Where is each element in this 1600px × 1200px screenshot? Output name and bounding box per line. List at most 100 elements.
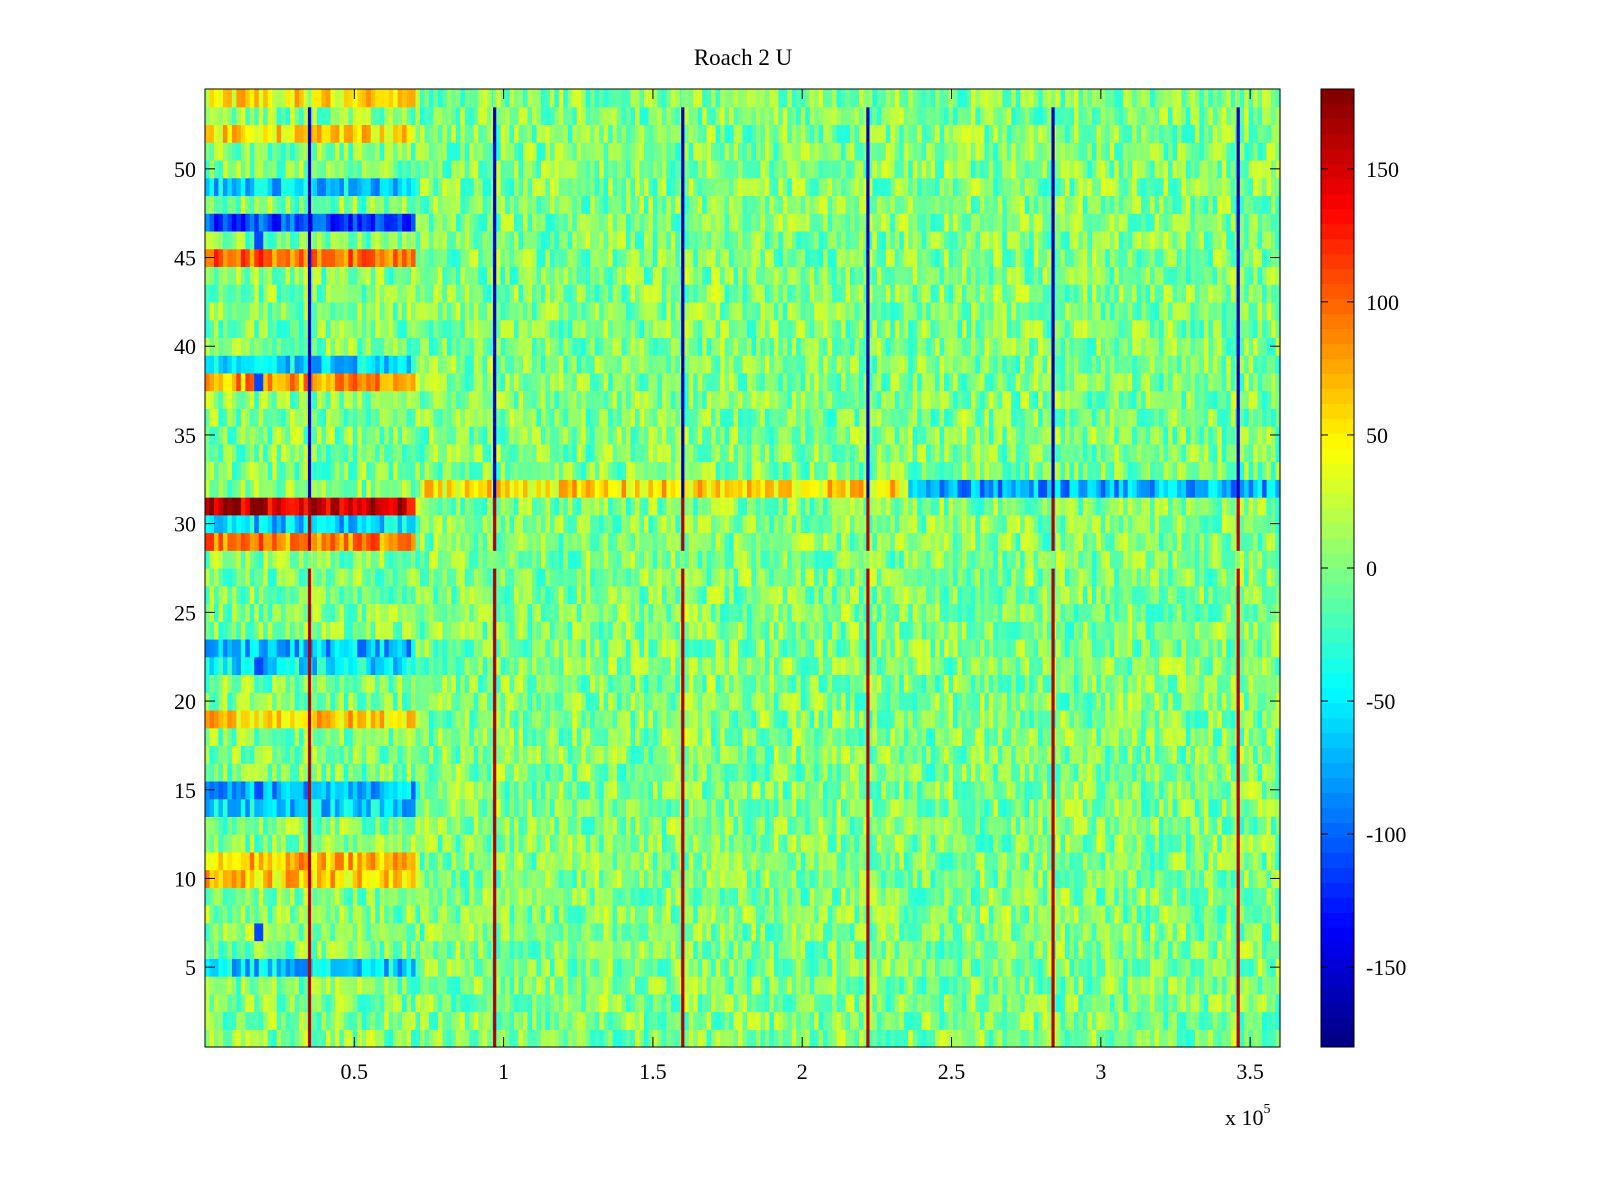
- heatmap-cell: [1172, 887, 1178, 906]
- heatmap-cell: [272, 798, 278, 817]
- heatmap-cell: [957, 887, 963, 906]
- heatmap-cell: [738, 851, 744, 871]
- heatmap-cell: [388, 905, 394, 924]
- heatmap-cell: [1109, 709, 1115, 729]
- heatmap-cell: [1199, 745, 1205, 764]
- heatmap-cell: [258, 887, 264, 906]
- heatmap-cell: [316, 887, 323, 906]
- heatmap-cell: [370, 798, 376, 817]
- heatmap-cell: [263, 922, 269, 942]
- heatmap-cell: [773, 993, 779, 1013]
- heatmap-cell: [1208, 940, 1214, 959]
- heatmap-cell: [330, 940, 336, 959]
- heatmap-cell: [330, 976, 336, 995]
- heatmap-cell: [1100, 851, 1106, 871]
- heatmap-cell: [729, 1011, 735, 1030]
- heatmap-cell: [657, 869, 663, 888]
- heatmap-cell: [697, 976, 703, 995]
- heatmap-cell: [209, 851, 215, 871]
- heatmap-cell: [218, 727, 224, 747]
- heatmap-cell: [213, 922, 220, 942]
- heatmap-cell: [984, 887, 990, 906]
- heatmap-cell: [1194, 869, 1200, 888]
- heatmap-cell: [1060, 958, 1066, 977]
- heatmap-cell: [993, 745, 999, 764]
- heatmap-cell: [899, 816, 905, 835]
- heatmap-cell: [903, 1029, 909, 1048]
- heatmap-cell: [1262, 727, 1268, 747]
- heatmap-cell: [258, 816, 264, 835]
- heatmap-cell: [1114, 869, 1120, 888]
- heatmap-cell: [661, 1011, 667, 1030]
- heatmap-cell: [666, 674, 672, 693]
- heatmap-cell: [661, 851, 667, 871]
- heatmap-cell: [496, 1029, 502, 1048]
- heatmap-cell: [1257, 869, 1263, 888]
- heatmap-cell: [1038, 1029, 1044, 1048]
- heatmap-cell: [312, 905, 318, 924]
- heatmap-cell: [1056, 780, 1062, 800]
- heatmap-cell: [236, 1011, 242, 1030]
- heatmap-cell: [693, 798, 699, 817]
- heatmap-cell: [787, 869, 793, 888]
- heatmap-cell: [957, 709, 963, 729]
- heatmap-cell: [1181, 851, 1187, 871]
- heatmap-cell: [688, 745, 694, 764]
- heatmap-cell: [1172, 993, 1178, 1013]
- heatmap-cell: [800, 905, 806, 924]
- heatmap-cell: [558, 958, 564, 977]
- heatmap-cell: [944, 869, 950, 888]
- heatmap-cell: [330, 851, 336, 871]
- heatmap-cell: [402, 674, 408, 693]
- heatmap-cell: [944, 922, 950, 942]
- heatmap-cell: [729, 709, 735, 729]
- heatmap-cell: [240, 780, 246, 800]
- heatmap-cell: [281, 869, 287, 888]
- heatmap-cell: [536, 993, 542, 1013]
- heatmap-cell: [657, 834, 663, 853]
- heatmap-cell: [608, 905, 614, 924]
- heatmap-cell: [724, 674, 730, 693]
- heatmap-cell: [872, 745, 878, 764]
- heatmap-cell: [563, 869, 569, 888]
- heatmap-cell: [554, 976, 560, 995]
- heatmap-cell: [885, 674, 891, 693]
- heatmap-cell: [603, 674, 609, 693]
- heatmap-cell: [213, 727, 220, 747]
- heatmap-cell: [858, 745, 865, 764]
- heatmap-cell: [1091, 816, 1097, 835]
- heatmap-cell: [245, 780, 251, 800]
- heatmap-cell: [657, 887, 663, 906]
- heatmap-cell: [536, 1029, 542, 1048]
- heatmap-cell: [742, 976, 748, 995]
- heatmap-cell: [975, 709, 981, 729]
- heatmap-cell: [576, 1029, 582, 1048]
- heatmap-cell: [1002, 763, 1008, 782]
- heatmap-cell: [742, 887, 748, 906]
- heatmap-cell: [1154, 763, 1160, 782]
- heatmap-cell: [272, 869, 278, 888]
- heatmap-cell: [1199, 1011, 1205, 1030]
- heatmap-cell: [1239, 745, 1245, 764]
- heatmap-cell: [290, 940, 296, 959]
- heatmap-cell: [921, 869, 927, 888]
- heatmap-cell: [850, 976, 856, 995]
- heatmap-cell: [518, 709, 524, 729]
- heatmap-cell: [823, 709, 829, 729]
- heatmap-cell: [1105, 1011, 1111, 1030]
- heatmap-cell: [1047, 780, 1053, 800]
- heatmap-cell: [428, 1029, 435, 1048]
- heatmap-cell: [496, 958, 502, 977]
- heatmap-cell: [702, 780, 708, 800]
- heatmap-cell: [361, 887, 367, 906]
- heatmap-cell: [231, 1029, 237, 1048]
- heatmap-cell: [1082, 674, 1088, 693]
- heatmap-cell: [872, 851, 878, 871]
- heatmap-cell: [1253, 940, 1259, 959]
- heatmap-cell: [424, 834, 430, 853]
- heatmap-cell: [814, 709, 820, 729]
- heatmap-cell: [809, 851, 815, 871]
- heatmap-cell: [899, 798, 905, 817]
- heatmap-cell: [684, 834, 690, 853]
- heatmap-cell: [796, 834, 802, 853]
